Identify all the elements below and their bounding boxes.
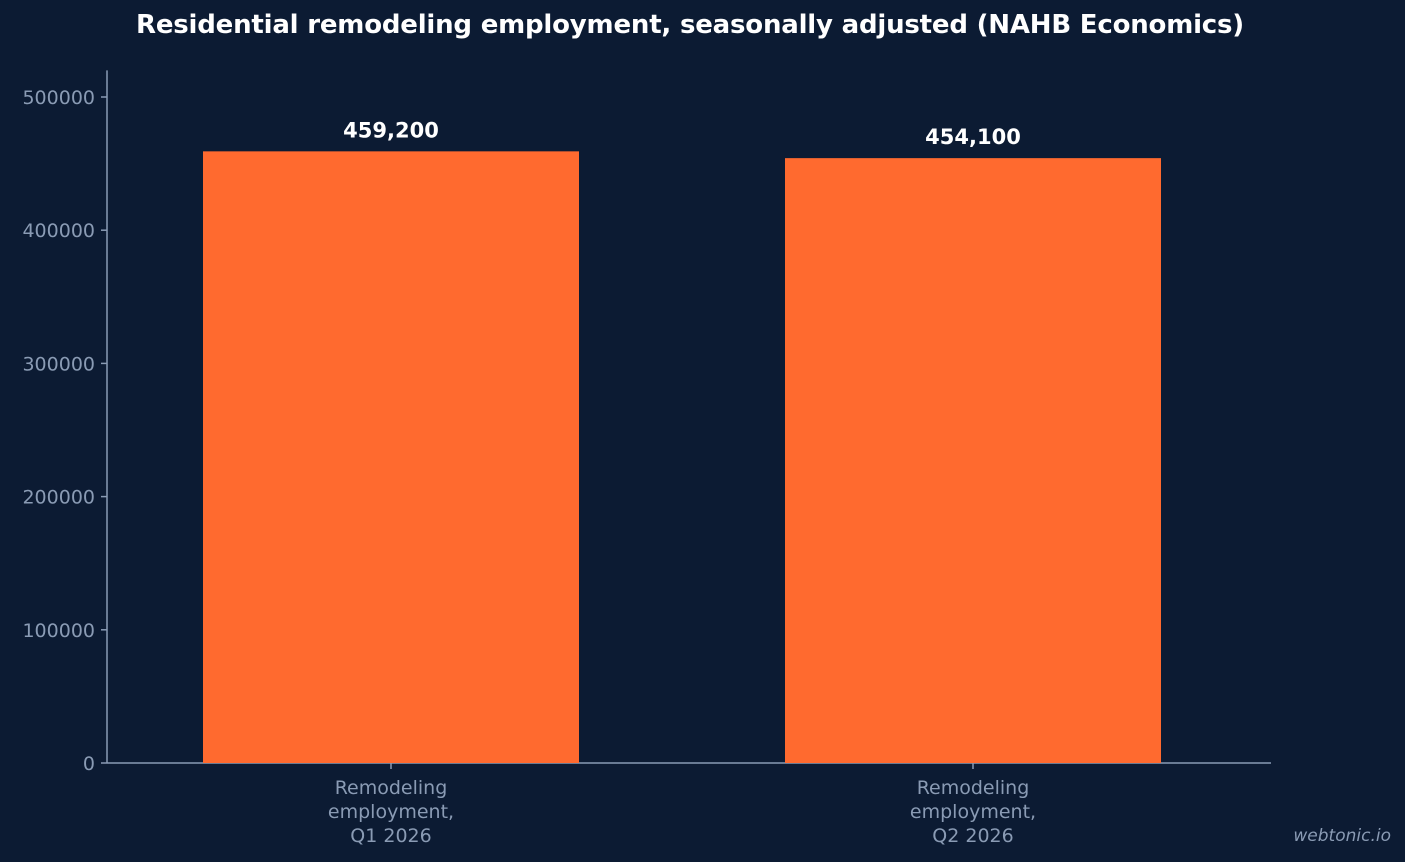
x-axis (107, 762, 1271, 769)
y-tick-label: 400000 (22, 220, 95, 242)
data-label: 459,200 (343, 118, 439, 142)
chart-title: Residential remodeling employment, seaso… (136, 10, 1244, 40)
data-label: 454,100 (925, 125, 1021, 149)
y-tick-label: 0 (83, 753, 95, 775)
x-tick-label-line: employment, (910, 801, 1036, 823)
x-tick-label-line: Remodeling (335, 777, 448, 799)
bar (203, 151, 579, 764)
x-tick-label-line: Q1 2026 (350, 825, 431, 847)
y-tick-label: 200000 (22, 487, 95, 509)
x-tick-label-line: employment, (328, 801, 454, 823)
y-tick-label: 100000 (22, 620, 95, 642)
bars (203, 151, 1161, 764)
value-labels: 459,200 454,100 (343, 118, 1021, 149)
y-tick-label: 300000 (22, 353, 95, 375)
x-tick-label-line: Q2 2026 (932, 825, 1013, 847)
y-axis: 0 100000 200000 300000 400000 500000 (22, 70, 108, 775)
x-tick-label-line: Remodeling (917, 777, 1030, 799)
bar (785, 158, 1161, 763)
watermark: webtonic.io (1293, 826, 1391, 846)
x-tick-label: Remodeling employment, Q1 2026 (328, 777, 454, 847)
x-tick-label: Remodeling employment, Q2 2026 (910, 777, 1036, 847)
y-tick-label: 500000 (22, 87, 95, 109)
